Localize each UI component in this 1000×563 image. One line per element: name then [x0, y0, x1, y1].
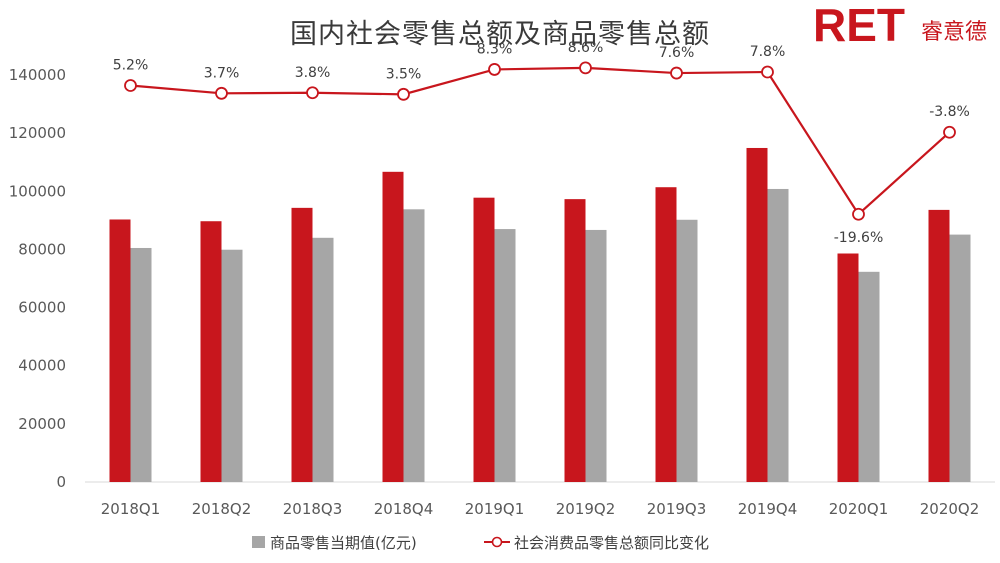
growth-point	[943, 125, 956, 139]
bar-goods	[858, 271, 880, 482]
chart-title: 国内社会零售总额及商品零售总额	[290, 19, 710, 50]
bar-total	[746, 147, 768, 482]
growth-data-label: -19.6%	[834, 230, 884, 246]
bar-total	[291, 207, 313, 482]
bar-goods	[403, 209, 425, 482]
logo-name: 睿意德	[921, 20, 987, 45]
bar-goods	[494, 229, 516, 482]
bar-goods	[767, 188, 789, 482]
x-tick-label: 2019Q3	[647, 500, 707, 518]
y-axis: 0 20000 40000 60000 80000 100000 120000 140000	[9, 66, 66, 491]
x-tick-label: 2019Q4	[738, 500, 798, 518]
growth-point	[397, 87, 410, 101]
bar-goods	[585, 229, 607, 482]
bar-goods	[312, 237, 334, 482]
x-tick-label: 2019Q1	[465, 500, 525, 518]
growth-point	[306, 86, 319, 100]
growth-data-label: 7.6%	[659, 45, 695, 61]
brand-logo: RET 睿意德	[813, 0, 987, 51]
growth-point	[124, 79, 137, 92]
legend-label-growth: 社会消费品零售总额同比变化	[514, 534, 709, 552]
growth-data-label: 3.8%	[295, 65, 331, 81]
line-series: 5.2% 3.7% 3.8% 3.5% 8.3% 8.6% 7.6% 7.8% -19.6% -3…	[113, 40, 970, 246]
growth-data-label: 8.6%	[568, 40, 604, 56]
growth-point	[852, 207, 865, 221]
bar-goods	[221, 249, 243, 482]
x-tick-label: 2018Q2	[192, 500, 252, 518]
x-tick-label: 2018Q4	[374, 500, 434, 518]
growth-point	[579, 61, 592, 75]
growth-point	[488, 63, 501, 76]
x-tick-label: 2018Q1	[101, 500, 161, 518]
bar-goods	[949, 234, 971, 482]
bar-total	[837, 253, 859, 482]
bar-goods	[130, 247, 152, 482]
growth-data-label: 3.7%	[204, 65, 240, 81]
y-tick-label: 60000	[18, 299, 66, 317]
bar-total	[564, 199, 586, 482]
y-tick-label: 120000	[9, 124, 66, 142]
legend: 商品零售当期值(亿元) 社会消费品零售总额同比变化	[252, 534, 709, 552]
growth-data-label: 8.3%	[477, 41, 513, 57]
x-axis: 2018Q1 2018Q2 2018Q3 2018Q4 2019Q1 2019Q2 2019…	[85, 481, 995, 518]
bar-series	[109, 147, 971, 483]
x-tick-label: 2019Q2	[556, 500, 616, 518]
bar-goods	[676, 219, 698, 483]
bar-total	[473, 197, 495, 482]
legend-swatch-goods	[252, 536, 265, 548]
y-tick-label: 100000	[9, 182, 66, 200]
growth-data-label: 7.8%	[750, 44, 786, 60]
bar-total	[928, 209, 950, 483]
growth-line	[130, 66, 951, 216]
y-tick-label: 80000	[18, 240, 66, 258]
y-tick-label: 0	[56, 473, 66, 491]
y-tick-label: 40000	[18, 357, 66, 375]
bar-total	[382, 171, 404, 482]
x-tick-label: 2020Q1	[829, 500, 889, 518]
bar-total	[655, 187, 677, 483]
x-tick-label: 2020Q2	[920, 500, 980, 518]
y-tick-label: 20000	[18, 415, 66, 433]
x-tick-label: 2018Q3	[283, 500, 343, 518]
legend-swatch-marker	[491, 536, 503, 548]
y-tick-label: 140000	[9, 66, 66, 84]
legend-label-goods: 商品零售当期值(亿元)	[270, 534, 417, 552]
bar-total	[200, 221, 222, 482]
growth-point	[761, 65, 774, 79]
bar-total	[109, 219, 131, 483]
growth-point	[670, 66, 683, 80]
growth-data-label: -3.8%	[929, 104, 970, 120]
growth-point	[215, 86, 228, 100]
growth-data-label: 5.2%	[113, 58, 149, 74]
growth-data-label: 3.5%	[386, 66, 422, 82]
logo-mark: RET	[813, 0, 905, 51]
